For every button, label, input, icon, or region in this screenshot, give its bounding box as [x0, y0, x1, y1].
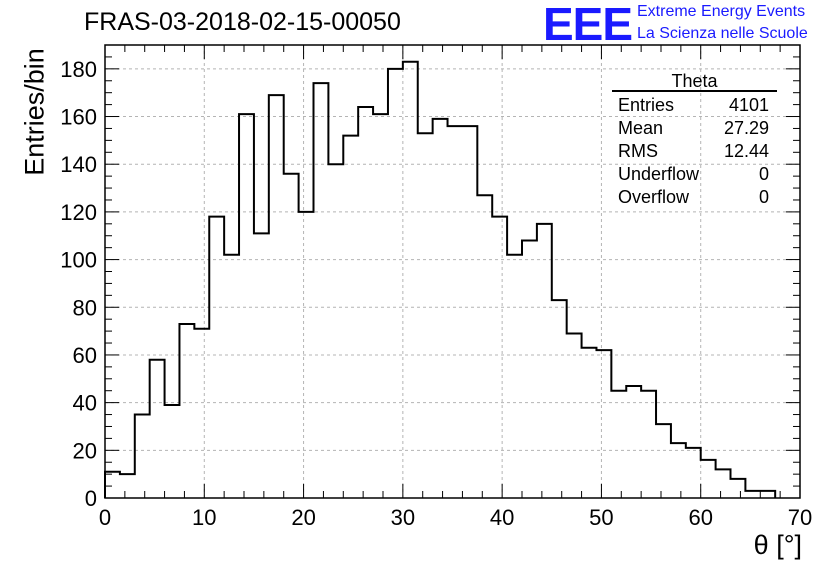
y-tick-label: 20 [73, 438, 97, 463]
x-tick-label: 30 [391, 505, 415, 530]
y-tick-label: 180 [60, 57, 97, 82]
y-tick-label: 0 [85, 486, 97, 511]
stats-label: Underflow [618, 164, 700, 184]
stats-label: Overflow [618, 187, 690, 207]
x-tick-label: 50 [589, 505, 613, 530]
eee-logo: EEE [543, 0, 633, 50]
stats-value: 12.44 [723, 141, 769, 161]
stats-row-rms: RMS 12.44 [612, 140, 777, 163]
chart-title: FRAS-03-2018-02-15-00050 [84, 8, 401, 36]
x-tick-label: 70 [788, 505, 812, 530]
logo-line-1: Extreme Energy Events [637, 3, 806, 20]
stats-label: RMS [618, 141, 658, 161]
x-tick-label: 40 [490, 505, 514, 530]
y-axis-label: Entries/bin [19, 48, 50, 176]
x-tick-label: 10 [192, 505, 216, 530]
x-tick-label: 0 [99, 505, 111, 530]
tick-labels: 0 10 20 30 40 50 60 70 0 20 40 60 80 100 120 140 160 180 [60, 57, 812, 530]
stats-row-overflow: Overflow 0 [612, 186, 777, 209]
axis-ticks [104, 44, 801, 499]
stats-label: Entries [618, 95, 675, 115]
stats-row-mean: Mean 27.29 [612, 117, 777, 140]
stats-row-underflow: Underflow 0 [612, 163, 777, 186]
y-tick-label: 140 [60, 152, 97, 177]
x-axis-label: θ [°] [753, 530, 802, 560]
stats-title: Theta [612, 72, 777, 92]
stats-box: Theta Entries 4101 Mean 27.29 RMS 12.44 … [612, 72, 777, 209]
x-tick-label: 60 [688, 505, 712, 530]
y-tick-label: 120 [60, 200, 97, 225]
logo-line-2: La Scienza nelle Scuole [637, 25, 808, 42]
y-tick-label: 60 [73, 343, 97, 368]
stats-value: 0 [758, 164, 769, 184]
grid-lines [105, 45, 800, 498]
stats-value: 4101 [728, 95, 769, 115]
y-tick-label: 80 [73, 295, 97, 320]
histogram-outline [104, 60, 777, 498]
stats-value: 27.29 [723, 118, 769, 138]
y-tick-label: 100 [60, 248, 97, 273]
y-tick-label: 40 [73, 391, 97, 416]
stats-label: Mean [618, 118, 664, 138]
y-tick-label: 160 [60, 105, 97, 130]
stats-value: 0 [758, 187, 769, 207]
x-tick-label: 20 [291, 505, 315, 530]
stats-row-entries: Entries 4101 [612, 94, 777, 117]
